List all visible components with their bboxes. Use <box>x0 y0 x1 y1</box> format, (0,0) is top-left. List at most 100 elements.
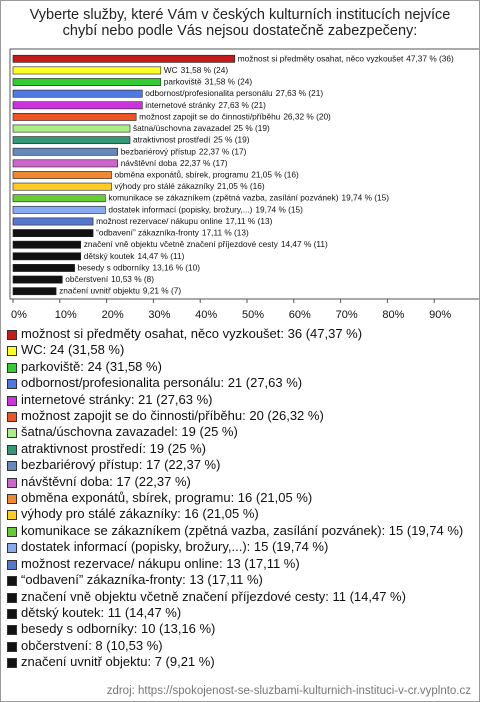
legend-item: možnost zapojit se do činnosti/příběhu: … <box>7 408 473 424</box>
chart-title: Vyberte služby, které Vám v českých kult… <box>29 7 451 39</box>
legend-item: odbornost/profesionalita personálu: 21 (… <box>7 375 473 391</box>
bar-label: atraktivnost prostředí 25 % (19) <box>133 135 250 145</box>
legend-swatch <box>7 412 17 423</box>
bar-category: parkoviště <box>164 77 202 87</box>
bar-label: obměna exponátů, sbírek, programu 21,05 %… <box>115 170 300 180</box>
x-tick-label: 0% <box>11 309 27 321</box>
x-tick-label: 30% <box>148 309 170 321</box>
legend-swatch <box>7 592 17 603</box>
legend-swatch <box>7 526 17 537</box>
bar-category: “odbavení” zákazníka-fronty <box>96 228 200 238</box>
bar <box>12 264 75 272</box>
bar-value-label: 26,32 % (20) <box>283 112 331 122</box>
bar-label: občerstvení 10,53 % (8) <box>65 274 154 284</box>
legend-item: parkoviště: 24 (31,58 %) <box>7 359 473 375</box>
bar-label: odbornost/profesionalita personálu 27,63 … <box>145 88 323 98</box>
legend-item: možnost si předměty osahat, něco vyzkouš… <box>7 326 473 342</box>
bar-value-label: 27,63 % (21) <box>218 100 266 110</box>
legend-swatch <box>7 625 17 636</box>
bar <box>12 159 118 168</box>
x-tick-label: 70% <box>336 309 358 321</box>
bar-value-label: 9,21 % (7) <box>143 286 182 296</box>
bar-category: značení uvnitř objektu <box>59 286 140 296</box>
legend-label: dětský koutek: 11 (14,47 %) <box>21 604 182 620</box>
bar-category: občerstvení <box>65 274 109 284</box>
bar-category: komunikace se zákazníkem (zpětná vazba, … <box>108 193 338 203</box>
legend-item: značení vně objektu včetně značení příje… <box>7 589 473 605</box>
bar-value-label: 17,11 % (13) <box>202 228 249 238</box>
x-tick-label: 80% <box>382 309 404 321</box>
bar <box>12 229 94 237</box>
legend-label: atraktivnost prostředí: 19 (25 %) <box>21 440 206 456</box>
legend-label: šatna/úschovna zavazadel: 19 (25 %) <box>21 424 238 440</box>
bar-value-label: 17,11 % (13) <box>225 216 272 226</box>
bar-value-label: 21,05 % (16) <box>217 181 265 191</box>
bar-value-label: 22,37 % (17) <box>199 146 247 156</box>
legend-label: možnost si předměty osahat, něco vyzkouš… <box>21 326 363 341</box>
source: zdroj: https://spokojenost-se-sluzbami-k… <box>106 685 471 697</box>
bar <box>12 147 118 156</box>
legend-label: značení vně objektu včetně značení příje… <box>21 588 406 604</box>
legend-label: obměna exponátů, sbírek, programu: 16 (2… <box>21 490 313 506</box>
bar-value-label: 21,05 % (16) <box>251 170 299 180</box>
legend-swatch <box>7 559 17 570</box>
bar-value-label: 25 % (19) <box>213 135 249 145</box>
legend-swatch <box>7 658 17 669</box>
bar <box>12 205 106 214</box>
legend-item: WC: 24 (31,58 %) <box>7 342 473 358</box>
bar-category: možnost si předměty osahat, něco vyzkouš… <box>238 53 404 63</box>
x-tick-label: 90% <box>429 309 451 321</box>
legend-label: návštěvní doba: 17 (22,37 %) <box>21 473 191 489</box>
legend-swatch <box>7 477 17 488</box>
bar-category: návštěvní doba <box>121 158 178 168</box>
legend-item: občerstvení: 8 (10,53 %) <box>7 638 473 654</box>
bar-label: dostatek informací (popisky, brožury,...… <box>108 205 303 215</box>
legend-swatch <box>7 395 17 406</box>
legend: možnost si předměty osahat, něco vyzkouš… <box>7 326 473 671</box>
legend-item: návštěvní doba: 17 (22,37 %) <box>7 474 473 490</box>
bar <box>12 101 143 110</box>
bar-label: internetové stránky 27,63 % (21) <box>145 100 266 110</box>
legend-swatch <box>7 510 17 521</box>
bar-label: “odbavení” zákazníka-fronty 17,11 % (13) <box>96 228 249 238</box>
legend-label: značení uvnitř objektu: 7 (9,21 %) <box>21 654 215 670</box>
bar-value-label: 14,47 % (11) <box>281 239 328 249</box>
legend-item: komunikace se zákazníkem (zpětná vazba, … <box>7 523 473 539</box>
x-tick-label: 60% <box>289 309 311 321</box>
x-tick-label: 20% <box>102 309 124 321</box>
chart: 0% 10% 20% 30% 40% 50% 60% 70% 80% 90% možnost si … <box>9 48 479 321</box>
legend-item: značení uvnitř objektu: 7 (9,21 %) <box>7 654 473 670</box>
bar-label: parkoviště 31,58 % (24) <box>164 77 253 87</box>
legend-swatch <box>7 461 17 472</box>
bar-value-label: 25 % (19) <box>234 123 270 133</box>
legend-item: internetové stránky: 21 (27,63 %) <box>7 392 473 408</box>
legend-swatch <box>7 576 17 587</box>
bar-category: výhody pro stálé zákazníky <box>115 181 215 191</box>
legend-label: možnost rezervace/ nákupu online: 13 (17… <box>21 555 300 571</box>
bar-label: možnost si předměty osahat, něco vyzkouš… <box>238 53 454 63</box>
bar-category: WC <box>164 65 178 75</box>
bar-category: obměna exponátů, sbírek, programu <box>115 170 249 180</box>
bar-category: možnost zapojit se do činnosti/příběhu <box>139 112 281 122</box>
bar-label: značení vně objektu včetně značení příje… <box>84 239 328 249</box>
bar-value-label: 19,74 % (15) <box>342 193 390 203</box>
bar <box>12 78 162 86</box>
bar-category: možnost rezervace/ nákupu online <box>96 216 223 226</box>
legend-label: parkoviště: 24 (31,58 %) <box>21 358 162 374</box>
legend-swatch <box>7 608 17 619</box>
bar <box>12 182 112 191</box>
bar-category: bezbariérový přístup <box>121 146 197 156</box>
bar-label: výhody pro stálé zákazníky 21,05 % (16) <box>115 181 265 191</box>
legend-label: dostatek informací (popisky, brožury,...… <box>21 539 329 555</box>
x-tick-label: 10% <box>55 309 77 321</box>
legend-swatch <box>7 379 17 390</box>
legend-item: výhody pro stálé zákazníky: 16 (21,05 %) <box>7 506 473 522</box>
bar-category: dostatek informací (popisky, brožury,...… <box>108 205 252 215</box>
bar-value-label: 13,16 % (10) <box>153 263 201 273</box>
bar <box>12 54 235 63</box>
bar <box>12 240 82 249</box>
bar-label: značení uvnitř objektu 9,21 % (7) <box>59 286 181 296</box>
x-tick-label: 40% <box>195 309 217 321</box>
legend-item: bezbariérový přístup: 17 (22,37 %) <box>7 457 473 473</box>
